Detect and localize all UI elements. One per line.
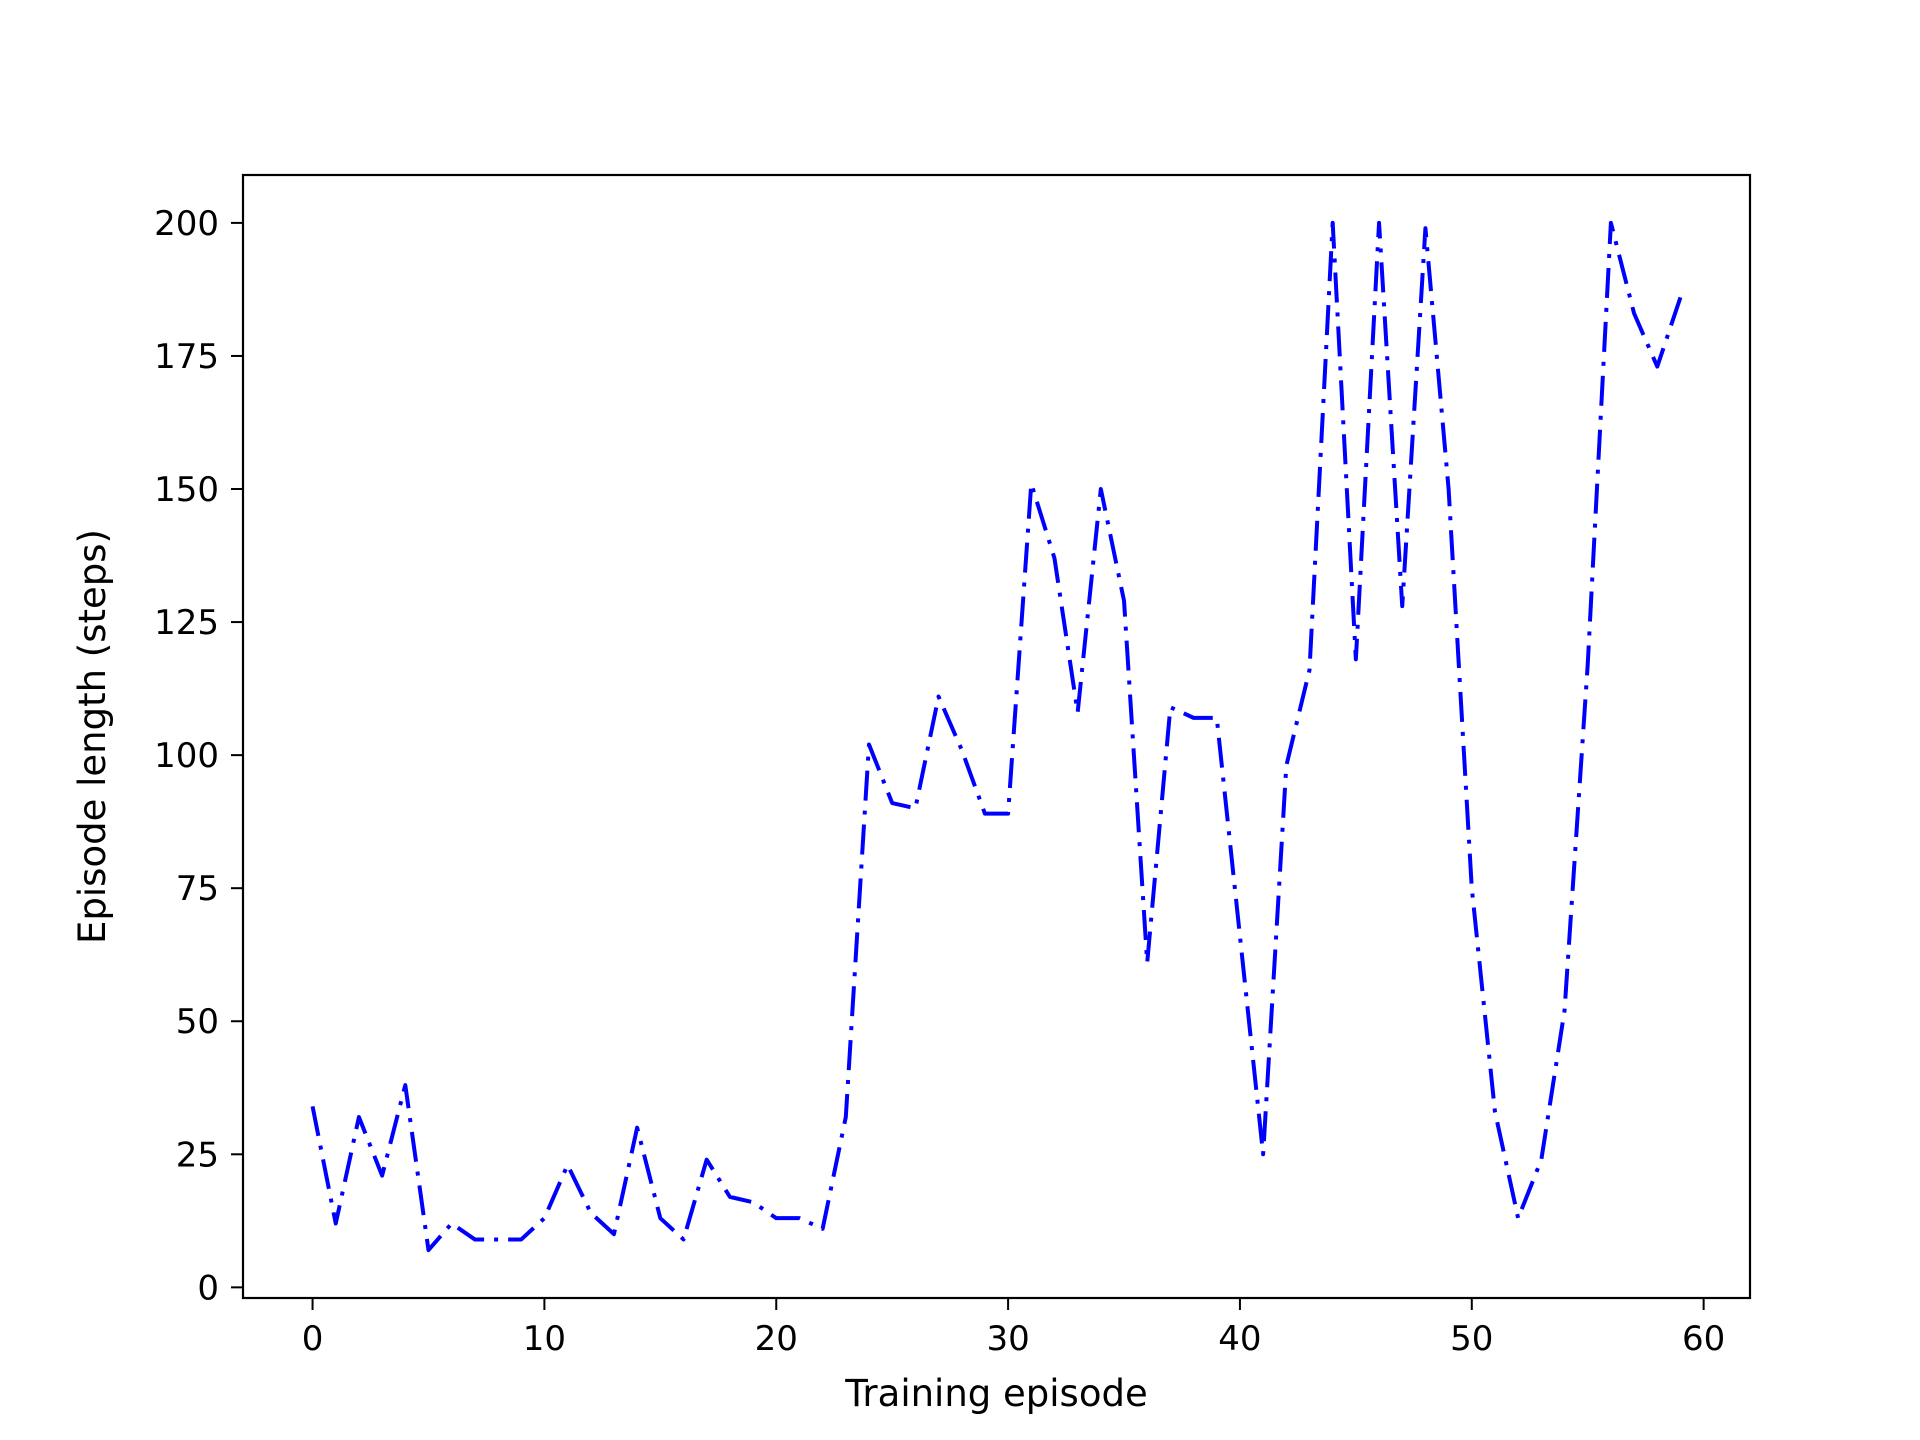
data-point: [474, 1239, 476, 1241]
data-point: [1355, 659, 1357, 661]
data-point: [915, 808, 917, 810]
data-point: [1471, 887, 1473, 889]
x-tick-label: 10: [523, 1319, 566, 1359]
data-point: [1541, 1159, 1543, 1161]
data-point: [1587, 664, 1589, 666]
data-point: [1077, 712, 1079, 714]
data-point: [1564, 1010, 1566, 1012]
y-tick-label: 75: [176, 869, 219, 909]
data-point: [544, 1217, 546, 1219]
x-tick-label: 20: [755, 1319, 798, 1359]
y-axis-label: Episode length (steps): [71, 529, 114, 944]
data-point: [729, 1196, 731, 1198]
x-tick-label: 30: [986, 1319, 1029, 1359]
data-point: [775, 1217, 777, 1219]
data-point: [1610, 222, 1612, 224]
data-point: [404, 1084, 406, 1086]
y-tick-label: 125: [154, 603, 219, 643]
data-point: [381, 1175, 383, 1177]
x-tick-label: 40: [1218, 1319, 1261, 1359]
data-point: [1656, 366, 1658, 368]
data-point: [938, 696, 940, 698]
y-tick-label: 200: [154, 204, 219, 244]
data-point: [567, 1164, 569, 1166]
x-tick-label: 0: [302, 1319, 324, 1359]
data-point: [335, 1223, 337, 1225]
y-tick-label: 175: [154, 337, 219, 377]
y-tick-label: 150: [154, 470, 219, 510]
data-point: [1332, 222, 1334, 224]
data-point: [1216, 717, 1218, 719]
data-point: [1680, 297, 1682, 299]
data-point: [660, 1217, 662, 1219]
data-point: [1633, 313, 1635, 315]
y-axis: 0 25 50 75 100 125 150 175 200: [154, 204, 243, 1308]
data-point: [1146, 962, 1148, 964]
data-point: [1309, 669, 1311, 671]
data-point: [683, 1239, 685, 1241]
data-point: [636, 1127, 638, 1129]
y-tick-label: 50: [176, 1002, 219, 1042]
x-axis-label: Training episode: [844, 1372, 1147, 1415]
data-point: [428, 1249, 430, 1251]
data-point: [1239, 935, 1241, 937]
data-point: [590, 1212, 592, 1214]
data-point: [1286, 765, 1288, 767]
plot-frame: [241, 173, 1752, 1300]
data-point: [1494, 1111, 1496, 1113]
data-point: [1425, 227, 1427, 229]
data-point: [799, 1217, 801, 1219]
data-point: [451, 1223, 453, 1225]
data-point: [1030, 483, 1032, 485]
data-point: [1123, 600, 1125, 602]
data-point: [613, 1233, 615, 1235]
plot-area: [310, 220, 1683, 1253]
x-tick-label: 50: [1450, 1319, 1493, 1359]
data-point: [845, 1116, 847, 1118]
data-point: [1007, 813, 1009, 815]
y-tick-label: 25: [176, 1135, 219, 1175]
data-point: [497, 1239, 499, 1241]
data-point: [706, 1159, 708, 1161]
data-point: [1448, 488, 1450, 490]
data-point: [1170, 706, 1172, 708]
data-point: [1378, 222, 1380, 224]
series-line-0: [310, 220, 1683, 1253]
data-point: [984, 813, 986, 815]
x-tick-label: 60: [1682, 1319, 1725, 1359]
y-tick-label: 100: [154, 736, 219, 776]
data-point: [868, 744, 870, 746]
data-point: [1193, 717, 1195, 719]
data-point: [1401, 605, 1403, 607]
data-point: [1262, 1154, 1264, 1156]
data-point: [1100, 488, 1102, 490]
data-point: [822, 1228, 824, 1230]
y-tick-label: 0: [197, 1268, 219, 1308]
data-point: [891, 802, 893, 804]
data-point: [358, 1116, 360, 1118]
data-point: [752, 1201, 754, 1203]
data-point: [312, 1106, 314, 1108]
data-point: [961, 749, 963, 751]
data-point: [520, 1239, 522, 1241]
data-point: [1517, 1217, 1519, 1219]
x-axis: 0 10 20 30 40 50 60: [302, 1298, 1725, 1359]
data-point: [1054, 557, 1056, 559]
